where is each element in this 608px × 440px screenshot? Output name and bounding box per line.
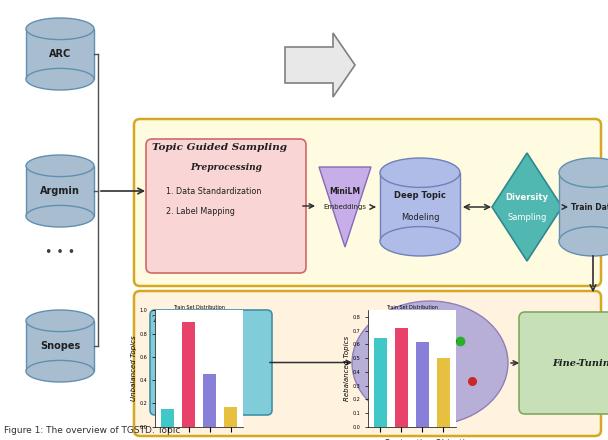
Ellipse shape <box>559 158 608 187</box>
Text: Train Data: Train Data <box>571 202 608 212</box>
Polygon shape <box>420 361 440 381</box>
Text: • • •: • • • <box>45 246 75 258</box>
Text: 1. Data Standardization: 1. Data Standardization <box>166 187 261 196</box>
Ellipse shape <box>26 18 94 40</box>
Ellipse shape <box>352 301 508 425</box>
Y-axis label: Unbalanced Topics: Unbalanced Topics <box>131 336 137 401</box>
FancyBboxPatch shape <box>26 321 94 371</box>
Text: Snopes: Snopes <box>40 341 80 351</box>
Text: 2. Label Mapping: 2. Label Mapping <box>166 207 235 216</box>
Title: Train Set Distribution: Train Set Distribution <box>173 305 225 310</box>
Bar <box>224 407 238 427</box>
Ellipse shape <box>559 227 608 256</box>
Text: MiniLM: MiniLM <box>330 187 361 195</box>
Bar <box>182 322 195 427</box>
FancyBboxPatch shape <box>134 119 601 286</box>
Ellipse shape <box>380 227 460 256</box>
Bar <box>373 337 387 427</box>
Text: Argmin: Argmin <box>40 186 80 196</box>
FancyBboxPatch shape <box>26 29 94 79</box>
Text: ARC: ARC <box>49 49 71 59</box>
Ellipse shape <box>26 155 94 176</box>
FancyBboxPatch shape <box>26 166 94 216</box>
FancyBboxPatch shape <box>559 172 608 241</box>
Title: Train Set Distribution: Train Set Distribution <box>386 305 438 310</box>
Text: Training: Training <box>152 315 201 324</box>
Ellipse shape <box>380 158 460 187</box>
Ellipse shape <box>26 205 94 227</box>
Text: Fine-Tuning: Fine-Tuning <box>553 359 608 367</box>
Text: Deep Topic: Deep Topic <box>394 191 446 199</box>
FancyBboxPatch shape <box>134 291 601 436</box>
FancyBboxPatch shape <box>150 310 272 415</box>
FancyBboxPatch shape <box>146 139 306 273</box>
Text: Model: Model <box>195 380 227 389</box>
Text: Topic Guided Sampling: Topic Guided Sampling <box>152 143 287 152</box>
Polygon shape <box>285 33 355 97</box>
Ellipse shape <box>26 310 94 332</box>
Text: Language: Language <box>186 358 236 367</box>
Text: Preprocessing: Preprocessing <box>190 163 262 172</box>
Text: Embeddings: Embeddings <box>323 204 367 210</box>
Ellipse shape <box>26 68 94 90</box>
Text: Modeling: Modeling <box>401 213 439 221</box>
FancyBboxPatch shape <box>519 312 608 414</box>
Bar <box>395 328 408 427</box>
Text: Sampling: Sampling <box>507 213 547 221</box>
Text: Contrastive Objective: Contrastive Objective <box>384 439 475 440</box>
Bar <box>161 409 174 427</box>
FancyBboxPatch shape <box>380 172 460 241</box>
Text: Figure 1: The overview of TGSTD. Topic: Figure 1: The overview of TGSTD. Topic <box>4 426 181 435</box>
Polygon shape <box>492 153 562 261</box>
Text: Diversity: Diversity <box>505 192 548 202</box>
Y-axis label: Rebalanced Topics: Rebalanced Topics <box>344 336 350 401</box>
Polygon shape <box>319 167 371 247</box>
Text: Pretrained: Pretrained <box>184 336 238 345</box>
Bar <box>416 342 429 427</box>
Bar <box>437 358 451 427</box>
Ellipse shape <box>26 360 94 382</box>
Bar <box>203 374 216 427</box>
